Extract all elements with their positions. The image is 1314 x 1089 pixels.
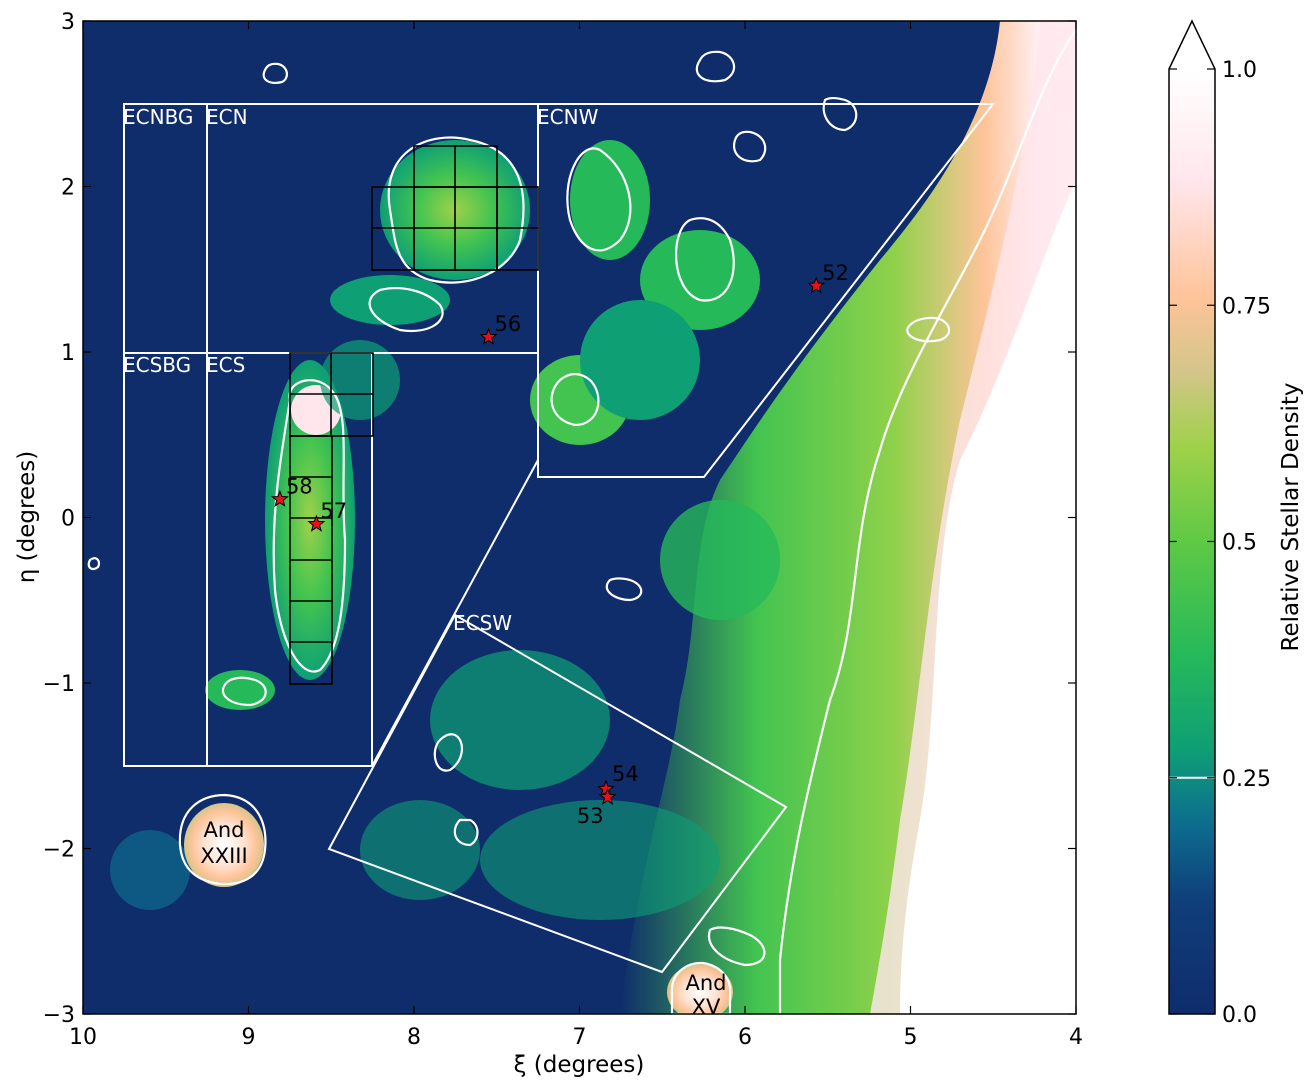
x-axis-ticks: 10 9 8 7 6 5 4: [69, 21, 1083, 1050]
blob: [360, 800, 480, 900]
cluster-label-54: 54: [612, 762, 639, 786]
y-tick-label: 3: [61, 10, 75, 35]
colorbar-label: Relative Stellar Density: [1278, 383, 1304, 652]
dwarf-label-and-xv-line2: XV: [692, 995, 721, 1019]
x-tick-label: 10: [69, 1025, 97, 1050]
colorbar-tick-label: 1.0: [1222, 58, 1257, 83]
region-label-ecs: ECS: [206, 353, 245, 377]
region-label-ecsbg: ECSBG: [123, 353, 191, 377]
cluster-star-56: [479, 327, 498, 345]
x-tick-label: 8: [407, 1025, 421, 1050]
x-axis-label: ξ (degrees): [514, 1052, 645, 1078]
dwarf-labels: And XXIII And XV: [200, 818, 726, 1019]
dwarf-blob-and-xxiii: [184, 803, 264, 887]
dwarf-label-and-xxiii-line1: And: [203, 818, 244, 842]
colorbar-tick-label: 0.25: [1222, 767, 1271, 792]
contours: [87, 29, 1076, 1014]
colorbar-ticks: 0.0 0.25 0.5 0.75 1.0: [1169, 58, 1271, 1028]
y-axis-ticks: −3 −2 −1 0 1 2 3: [43, 10, 1076, 1028]
cluster-markers: 52 56 58 57 54 53: [270, 261, 849, 828]
region-label-ecnbg: ECNBG: [123, 105, 193, 129]
blob: [320, 340, 400, 420]
y-tick-label: −1: [43, 672, 75, 697]
y-tick-label: −3: [43, 1003, 75, 1028]
stream-core-bright: [900, 180, 1076, 1014]
cluster-star-52: [807, 276, 826, 294]
colorbar: 0.0 0.25 0.5 0.75 1.0 Relative Stellar Densi…: [1168, 19, 1304, 1028]
y-tick-label: −2: [43, 838, 75, 863]
cluster-label-56: 56: [494, 312, 521, 336]
field-grids: [289, 145, 539, 685]
blob: [570, 140, 650, 260]
blob: [330, 275, 450, 325]
cluster-label-57: 57: [320, 499, 347, 523]
x-tick-label: 9: [242, 1025, 256, 1050]
region-ecsw-outline: [327, 613, 788, 974]
region-ecs-outline: [123, 352, 373, 767]
density-map: [83, 21, 1076, 1014]
region-label-ecnw: ECNW: [537, 105, 599, 129]
cluster-label-52: 52: [822, 261, 849, 285]
cluster-star-53: [598, 787, 617, 805]
x-tick-label: 5: [904, 1025, 918, 1050]
cluster-star-57: [307, 514, 326, 532]
y-tick-label: 1: [61, 341, 75, 366]
cluster-label-58: 58: [286, 474, 313, 498]
blob: [660, 500, 780, 620]
y-tick-label: 2: [61, 176, 75, 201]
colorbar-tick-label: 0.0: [1222, 1003, 1257, 1028]
region-ecsw-left-edge-top: [371, 459, 539, 767]
blob: [430, 650, 610, 790]
colorbar-tick-label: 0.75: [1222, 294, 1271, 319]
blob: [640, 230, 760, 330]
y-tick-label: 0: [61, 507, 75, 532]
blob: [480, 800, 720, 920]
y-axis-label: η (degrees): [14, 451, 40, 583]
colorbar-extend-arrow: [1169, 21, 1215, 69]
x-tick-label: 4: [1069, 1025, 1083, 1050]
dwarf-blob-and-xv: [667, 964, 733, 1014]
region-label-ecn: ECN: [206, 105, 248, 129]
dwarf-label-and-xv-line1: And: [685, 971, 726, 995]
blob: [580, 300, 700, 420]
dwarf-label-and-xxiii-line2: XXIII: [200, 844, 247, 868]
blob: [110, 830, 190, 910]
x-tick-label: 6: [738, 1025, 752, 1050]
region-label-ecsw: ECSW: [453, 611, 512, 635]
colorbar-tick-label: 0.5: [1222, 531, 1257, 556]
x-tick-label: 7: [573, 1025, 587, 1050]
cluster-star-58: [270, 489, 289, 507]
cluster-label-53: 53: [577, 804, 604, 828]
region-labels: ECNBG ECN ECNW ECSBG ECS ECSW: [123, 105, 599, 635]
